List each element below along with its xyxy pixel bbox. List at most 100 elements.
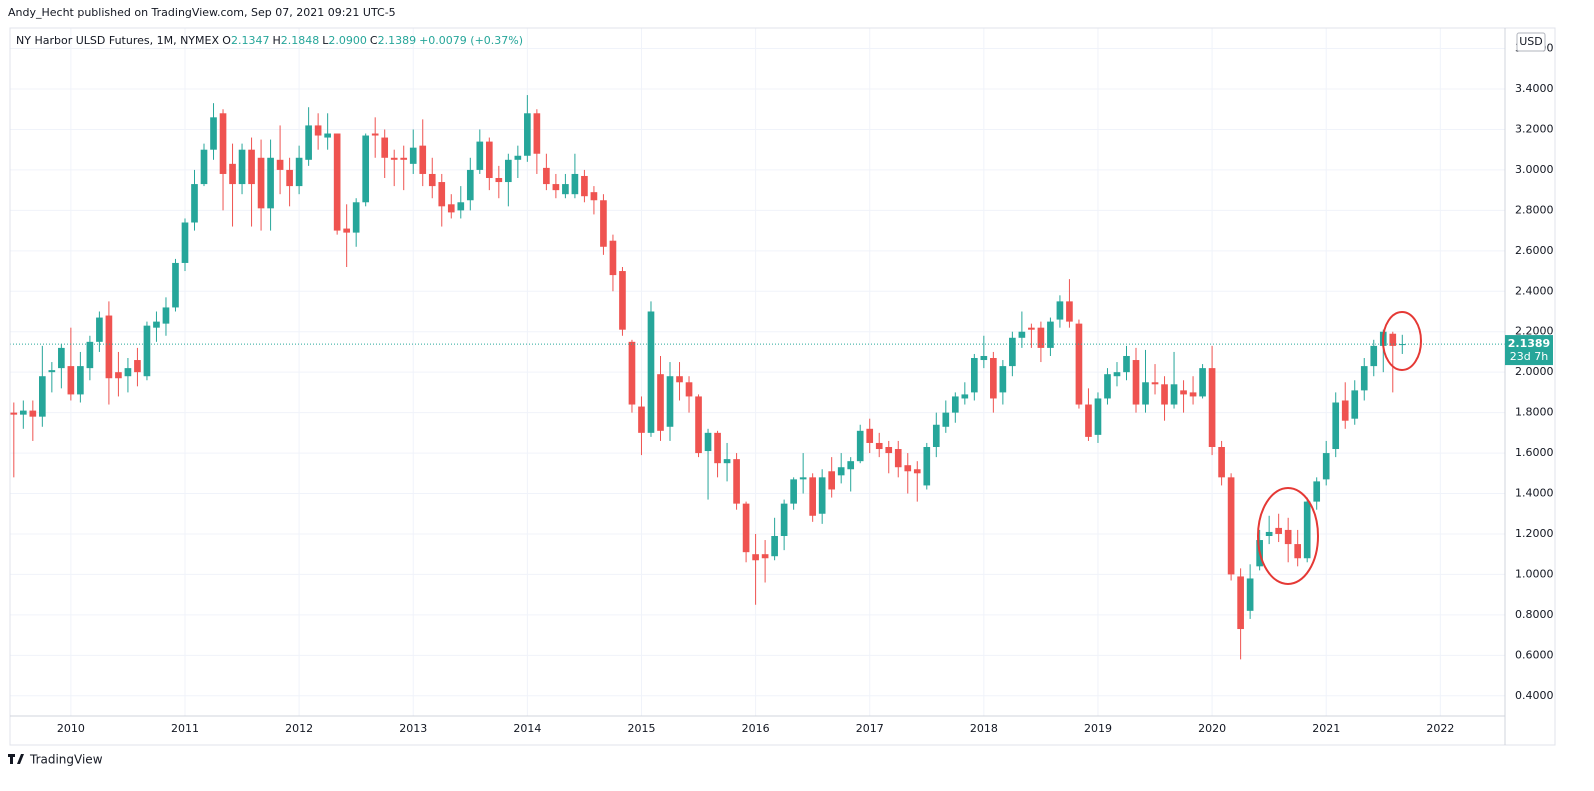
candle-body — [457, 202, 465, 211]
candle-body — [609, 240, 617, 276]
candle-body — [10, 412, 18, 415]
candle-body — [704, 432, 712, 452]
candle-body — [305, 125, 312, 160]
candle-body — [942, 412, 950, 427]
candle-body — [352, 202, 360, 233]
x-tick-label: 2010 — [57, 722, 85, 735]
candle-body — [619, 271, 626, 330]
candle-body — [1161, 384, 1168, 405]
candle-body — [96, 317, 103, 342]
candle-body — [333, 133, 341, 231]
candle-body — [904, 465, 912, 472]
candle-body — [1322, 453, 1330, 480]
candle-body — [219, 113, 227, 174]
x-tick-label: 2014 — [513, 722, 541, 735]
candle-body — [143, 325, 151, 377]
candle-body — [590, 192, 598, 201]
candle-body — [1180, 390, 1187, 395]
candle-body — [172, 262, 179, 308]
candle-body — [657, 374, 664, 431]
candle-body — [638, 406, 645, 433]
candle-body — [628, 341, 636, 405]
candle-body — [514, 155, 522, 160]
publish-header: Andy_Hecht published on TradingView.com,… — [8, 6, 396, 19]
change: +0.0079 (+0.37%) — [419, 34, 523, 47]
ohlc-value: 2.1389 — [378, 34, 417, 47]
candle-body — [752, 554, 759, 561]
candle-body — [647, 311, 655, 433]
candle-body — [894, 449, 902, 468]
y-tick-label: 3.0000 — [1515, 163, 1554, 176]
x-tick-label: 2017 — [856, 722, 884, 735]
candle-body — [875, 442, 883, 450]
candle-body — [524, 113, 531, 156]
candle-body — [790, 479, 797, 504]
candle-body — [666, 376, 674, 427]
x-tick-label: 2019 — [1084, 722, 1112, 735]
ohlc-key: C — [370, 34, 378, 47]
candle-body — [913, 469, 921, 474]
candle-body — [1104, 374, 1111, 399]
currency-box[interactable] — [1516, 32, 1546, 52]
y-tick-label: 1.4000 — [1515, 487, 1554, 500]
candle-body — [343, 228, 350, 233]
ohlc-key: O — [222, 34, 231, 47]
candle-body — [562, 184, 569, 195]
candles — [10, 95, 1505, 660]
candle-body — [181, 222, 189, 263]
candle-body — [1075, 323, 1083, 405]
candle-body — [1009, 337, 1016, 367]
candle-body — [134, 360, 141, 373]
candle-body — [267, 157, 274, 209]
pane-border — [9, 27, 1556, 746]
candle-body — [447, 204, 455, 213]
x-tick-label: 2016 — [742, 722, 770, 735]
candle-body — [552, 184, 560, 191]
y-tick-label: 0.4000 — [1515, 689, 1554, 702]
y-tick-label: 1.2000 — [1515, 527, 1554, 540]
candle-body — [191, 184, 198, 223]
candle-body — [248, 149, 255, 185]
candle-body — [1094, 398, 1102, 435]
candle-body — [1218, 447, 1225, 478]
candle-body — [257, 157, 265, 209]
x-tick-label: 2012 — [285, 722, 313, 735]
candle-body — [1237, 576, 1244, 630]
candle-body — [210, 117, 217, 150]
candle-body — [276, 159, 284, 170]
y-tick-label: 1.6000 — [1515, 446, 1554, 459]
candle-body — [400, 157, 408, 160]
candle-body — [1208, 368, 1216, 448]
candle-body — [1284, 529, 1292, 545]
candle-body — [932, 424, 940, 448]
candle-body — [58, 347, 65, 369]
candle-body — [818, 477, 826, 514]
currency[interactable]: USD — [1519, 35, 1543, 48]
candle-body — [1303, 501, 1311, 559]
candle-body — [951, 396, 959, 413]
candle-body — [1047, 321, 1054, 348]
candle-body — [980, 355, 988, 361]
x-tick-label: 2022 — [1426, 722, 1454, 735]
candle-body — [1028, 327, 1035, 330]
last-price-label: 2.1389 — [1508, 337, 1550, 350]
y-tick-label: 1.0000 — [1515, 567, 1554, 580]
candle-body — [581, 175, 588, 197]
candle-body — [1189, 392, 1197, 397]
candle-body — [295, 157, 303, 187]
candle-body — [314, 125, 322, 136]
candle-body — [153, 321, 160, 328]
candle-body — [1151, 382, 1159, 385]
candle-body — [885, 447, 893, 454]
candle-body — [723, 459, 731, 464]
y-tick-label: 2.2000 — [1515, 325, 1554, 338]
candle-body — [286, 169, 293, 187]
candle-body — [847, 461, 855, 470]
y-tick-label: 0.6000 — [1515, 648, 1554, 661]
candle-body — [856, 430, 864, 462]
x-tick-label: 2020 — [1198, 722, 1226, 735]
candle-body — [1170, 384, 1178, 405]
x-tick-label: 2018 — [970, 722, 998, 735]
candle-body — [1294, 544, 1302, 559]
